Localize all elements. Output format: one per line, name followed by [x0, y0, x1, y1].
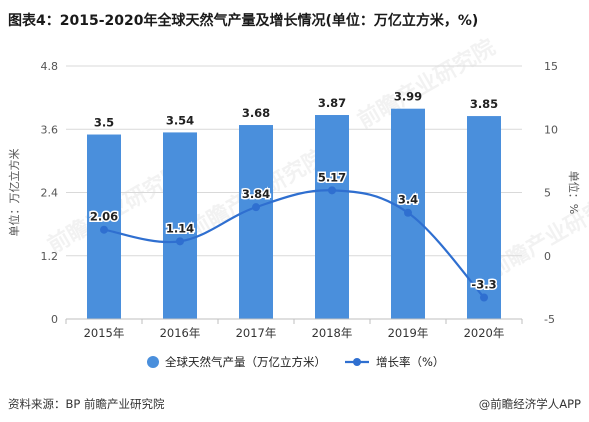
- line-value-label: -3.3: [471, 277, 496, 291]
- line-point: [328, 186, 336, 195]
- x-tick-label: 2017年: [236, 326, 277, 340]
- bar-value-label: 3.54: [166, 113, 194, 127]
- legend-bar-swatch: [147, 356, 159, 368]
- bar: [315, 115, 349, 319]
- line-value-label: 5.17: [318, 170, 346, 184]
- y-tick-label: 4.8: [41, 60, 59, 73]
- chart-title: 图表4：2015-2020年全球天然气产量及增长情况(单位：万亿立方米，%): [8, 13, 479, 29]
- line-point: [176, 237, 184, 246]
- bar: [163, 132, 197, 319]
- bar-value-label: 3.87: [318, 96, 346, 110]
- x-tick-label: 2018年: [312, 326, 353, 340]
- legend-line-label: 增长率（%）: [376, 355, 444, 369]
- line-value-label: 1.14: [166, 221, 194, 235]
- y-tick-label: 0: [51, 313, 58, 326]
- brand-note: @前瞻经济学人APP: [478, 397, 581, 411]
- line-value-label: 3.84: [242, 187, 270, 201]
- y2-axis-title: 单位：%: [567, 171, 581, 214]
- line-value-label: 2.06: [90, 210, 118, 224]
- bar-series: [87, 108, 501, 320]
- growth-line: [103, 189, 485, 299]
- line-point: [252, 203, 260, 212]
- y-axis-title: 单位：万亿立方米: [7, 149, 21, 237]
- bar-value-label: 3.68: [242, 106, 270, 120]
- legend-bar-label: 全球天然气产量（万亿立方米）: [165, 355, 326, 369]
- y2-tick-label: 10: [544, 123, 558, 136]
- bar-value-label: 3.85: [470, 97, 498, 111]
- y2-tick-label: 5: [544, 187, 551, 200]
- x-tick-label: 2015年: [84, 326, 125, 340]
- data-labels: 3.5 3.54 3.68 3.87 3.99 3.85 2.06 1.14 3.84 5.17 3…: [88, 90, 498, 293]
- axes: 0 1.2 2.4 3.6 4.8 -5 0 5 10 15 单位：万亿立方米 单位：% 2015年 20…: [7, 60, 581, 340]
- y-tick-label: 3.6: [41, 123, 59, 136]
- line-value-label: 3.4: [398, 193, 418, 207]
- x-tick-label: 2020年: [464, 326, 505, 340]
- y-tick-label: 2.4: [41, 187, 59, 200]
- bar: [239, 125, 273, 320]
- line-point: [480, 293, 488, 302]
- y-tick-label: 1.2: [41, 250, 59, 263]
- y2-tick-label: 15: [544, 60, 558, 73]
- bar-value-label: 3.99: [394, 90, 422, 104]
- x-tick-label: 2019年: [388, 326, 429, 340]
- source-note: 资料来源：BP 前瞻产业研究院: [8, 397, 165, 411]
- line-series: [100, 186, 488, 302]
- line-point: [404, 208, 412, 217]
- y2-tick-label: -5: [544, 313, 555, 326]
- legend-line-marker: [353, 358, 361, 366]
- bar-value-label: 3.5: [94, 116, 114, 130]
- line-point: [100, 225, 108, 234]
- x-tick-label: 2016年: [160, 326, 201, 340]
- legend: 全球天然气产量（万亿立方米） 增长率（%）: [147, 355, 444, 369]
- grid-lines: [66, 65, 522, 320]
- y2-tick-label: 0: [544, 250, 551, 263]
